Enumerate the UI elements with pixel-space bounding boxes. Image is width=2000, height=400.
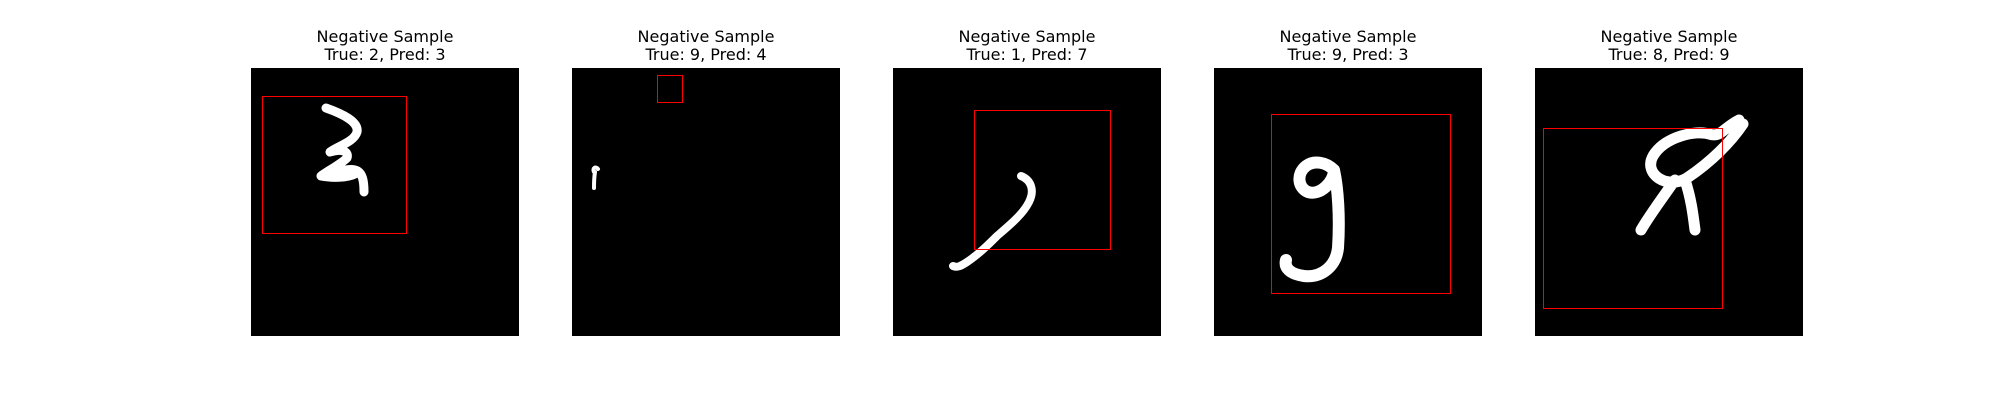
panel-title: Negative Sample True: 9, Pred: 4 <box>556 28 856 64</box>
panel-title-line1: Negative Sample <box>1600 27 1738 46</box>
digit-image <box>251 68 519 336</box>
panel-title-line1: Negative Sample <box>637 27 775 46</box>
panel-title-line1: Negative Sample <box>316 27 454 46</box>
digit-image <box>1535 68 1803 336</box>
sample-panel-1: Negative Sample True: 2, Pred: 3 <box>235 0 535 400</box>
digit-stroke <box>1279 156 1345 283</box>
panel-title: Negative Sample True: 8, Pred: 9 <box>1519 28 1819 64</box>
panel-title: Negative Sample True: 1, Pred: 7 <box>877 28 1177 64</box>
bounding-box <box>974 110 1111 250</box>
bounding-box <box>1543 128 1723 309</box>
panel-title-line2: True: 1, Pred: 7 <box>966 45 1088 64</box>
panel-title: Negative Sample True: 2, Pred: 3 <box>235 28 535 64</box>
digit-image <box>1214 68 1482 336</box>
digit-stroke <box>1635 114 1749 236</box>
bounding-box <box>1271 114 1451 294</box>
digit-stroke <box>949 172 1036 271</box>
sample-panel-2: Negative Sample True: 9, Pred: 4 <box>556 0 856 400</box>
panel-title-line2: True: 2, Pred: 3 <box>324 45 446 64</box>
panel-title-line1: Negative Sample <box>958 27 1096 46</box>
sample-panel-5: Negative Sample True: 8, Pred: 9 <box>1519 0 1819 400</box>
digit-image <box>893 68 1161 336</box>
sample-panel-4: Negative Sample True: 9, Pred: 3 <box>1198 0 1498 400</box>
panel-title-line2: True: 9, Pred: 4 <box>645 45 767 64</box>
sample-panel-3: Negative Sample True: 1, Pred: 7 <box>877 0 1177 400</box>
bounding-box <box>262 96 407 234</box>
panel-title-line2: True: 8, Pred: 9 <box>1608 45 1730 64</box>
panel-title: Negative Sample True: 9, Pred: 3 <box>1198 28 1498 64</box>
digit-image <box>572 68 840 336</box>
panel-title-line2: True: 9, Pred: 3 <box>1287 45 1409 64</box>
digit-stroke <box>316 103 369 197</box>
digit-stroke <box>591 165 600 190</box>
bounding-box <box>657 75 683 103</box>
panel-title-line1: Negative Sample <box>1279 27 1417 46</box>
